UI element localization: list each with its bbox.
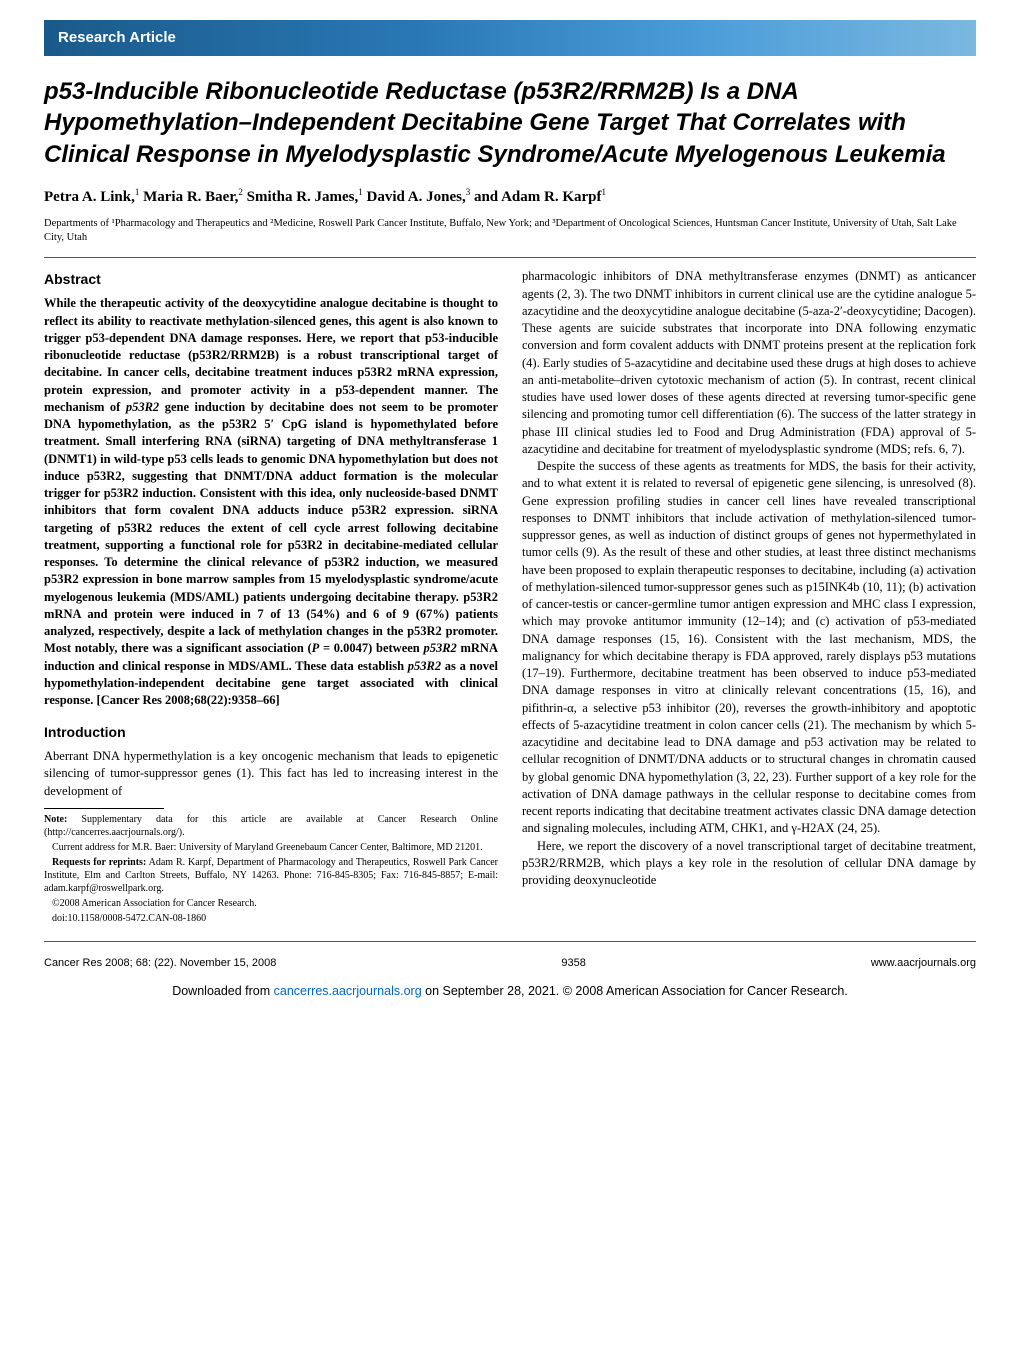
footer-page-number: 9358 xyxy=(561,956,585,971)
download-prefix: Downloaded from xyxy=(172,984,273,998)
introduction-body-col2: pharmacologic inhibitors of DNA methyltr… xyxy=(522,268,976,889)
abstract-heading: Abstract xyxy=(44,270,498,289)
authors-line: Petra A. Link,1 Maria R. Baer,2 Smitha R… xyxy=(44,186,976,207)
footnotes-block: Note: Supplementary data for this articl… xyxy=(44,808,498,925)
footer-rule xyxy=(44,941,976,942)
abstract-text: While the therapeutic activity of the de… xyxy=(44,295,498,709)
footer-right: www.aacrjournals.org xyxy=(871,956,976,971)
intro-para-1: Aberrant DNA hypermethylation is a key o… xyxy=(44,748,498,800)
footer-left: Cancer Res 2008; 68: (22). November 15, … xyxy=(44,956,276,971)
footnote-copyright: ©2008 American Association for Cancer Re… xyxy=(44,897,498,910)
page-footer: Cancer Res 2008; 68: (22). November 15, … xyxy=(0,956,1020,971)
article-title: p53-Inducible Ribonucleotide Reductase (… xyxy=(44,76,976,170)
affiliations: Departments of ¹Pharmacology and Therape… xyxy=(44,217,976,245)
intro-para-2: pharmacologic inhibitors of DNA methyltr… xyxy=(522,268,976,458)
introduction-heading: Introduction xyxy=(44,723,498,742)
two-column-body: Abstract While the therapeutic activity … xyxy=(44,268,976,927)
introduction-body: Aberrant DNA hypermethylation is a key o… xyxy=(44,748,498,800)
research-article-banner: Research Article xyxy=(44,20,976,56)
divider-rule xyxy=(44,257,976,258)
download-suffix: on September 28, 2021. © 2008 American A… xyxy=(422,984,848,998)
download-link[interactable]: cancerres.aacrjournals.org xyxy=(274,984,422,998)
intro-para-3: Despite the success of these agents as t… xyxy=(522,458,976,838)
footnote-rule xyxy=(44,808,164,809)
download-notice: Downloaded from cancerres.aacrjournals.o… xyxy=(0,983,1020,1008)
footnote-reprints: Requests for reprints: Adam R. Karpf, De… xyxy=(44,856,498,895)
footnote-current-address: Current address for M.R. Baer: Universit… xyxy=(44,841,498,854)
footnote-doi: doi:10.1158/0008-5472.CAN-08-1860 xyxy=(44,912,498,925)
intro-para-4: Here, we report the discovery of a novel… xyxy=(522,838,976,890)
footnote-note: Note: Supplementary data for this articl… xyxy=(44,813,498,839)
